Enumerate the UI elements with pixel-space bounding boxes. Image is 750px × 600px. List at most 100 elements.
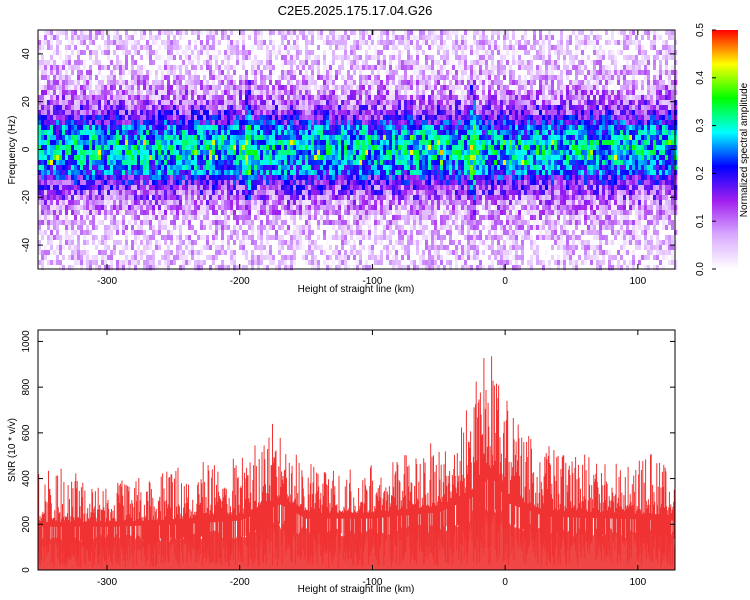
spectrogram-cell (485, 130, 489, 136)
spectrogram-cell (458, 50, 462, 56)
spectrogram-cell (410, 60, 414, 66)
spectrogram-cell (671, 130, 675, 136)
spectrogram-cell (665, 105, 669, 111)
spectrogram-cell (533, 95, 537, 101)
spectrogram-cell (407, 40, 411, 46)
spectrogram-cell (602, 105, 606, 111)
spectrogram-cell (509, 125, 513, 131)
spectrogram-cell (608, 45, 612, 51)
spectrogram-cell (674, 100, 678, 106)
spectrogram-cell (560, 140, 564, 146)
spectrogram-cell (287, 35, 291, 41)
spectrogram-cell (629, 40, 633, 46)
spectrogram-cell (533, 55, 537, 61)
spectrogram-cell (389, 85, 393, 91)
spectrogram-cell (407, 65, 411, 71)
spectrogram-cell (38, 110, 42, 116)
spectrogram-cell (236, 110, 240, 116)
spectrogram-cell (422, 30, 426, 36)
spectrogram-cell (617, 60, 621, 66)
spectrogram-cell (284, 90, 288, 96)
spectrogram-cell (461, 95, 465, 101)
spectrogram-cell (662, 50, 666, 56)
spectrogram-cell (500, 120, 504, 126)
spectrogram-cell (503, 70, 507, 76)
spectrogram-cell (626, 45, 630, 51)
spectrogram-cell (305, 115, 309, 121)
spectrogram-cell (431, 140, 435, 146)
spectrogram-cell (212, 125, 216, 131)
spectrogram-cell (584, 70, 588, 76)
spectrogram-cell (209, 115, 213, 121)
spectrogram-cell (398, 35, 402, 41)
spectrogram-cell (668, 55, 672, 61)
spectrogram-cell (113, 145, 117, 151)
spectrogram-cell (425, 45, 429, 51)
spectrogram-cell (221, 50, 225, 56)
spectrogram-cell (155, 70, 159, 76)
spectrogram-cell (329, 85, 333, 91)
spectrogram-cell (197, 80, 201, 86)
spectrogram-cell (608, 110, 612, 116)
spectrogram-cell (119, 135, 123, 141)
spectrogram-cell (50, 50, 54, 56)
spectrogram-cell (191, 45, 195, 51)
spectrogram-cell (395, 110, 399, 116)
spectrogram-cell (221, 105, 225, 111)
spectrogram-cell (413, 90, 417, 96)
spectrogram-cell (662, 100, 666, 106)
spectrogram-cell (395, 85, 399, 91)
spectrogram-cell (164, 95, 168, 101)
spectrogram-cell (185, 45, 189, 51)
spectrogram-cell (95, 140, 99, 146)
spectrogram-cell (482, 75, 486, 81)
spectrogram-cell (137, 95, 141, 101)
spectrogram-cell (320, 120, 324, 126)
spectrogram-cell (668, 75, 672, 81)
spectrogram-cell (656, 70, 660, 76)
spectrogram-cell (404, 100, 408, 106)
spectrogram-cell (323, 80, 327, 86)
spectrogram-cell (548, 35, 552, 41)
spectrogram-cell (233, 85, 237, 91)
spectrogram-cell (662, 30, 666, 36)
spectrogram-cell (230, 125, 234, 131)
spectrogram-cell (182, 100, 186, 106)
spectrogram-cell (356, 125, 360, 131)
spectrogram-cell (176, 120, 180, 126)
spectrogram-cell (65, 100, 69, 106)
spectrogram-cell (131, 145, 135, 151)
spectrogram-cell (314, 90, 318, 96)
spectrogram-cell (533, 90, 537, 96)
spectrogram-cell (50, 125, 54, 131)
spectrogram-cell (290, 145, 294, 151)
spectrogram-cell (458, 65, 462, 71)
spectrogram-cell (218, 100, 222, 106)
spectrogram-cell (659, 130, 663, 136)
spectrogram-cell (335, 140, 339, 146)
spectrogram-cell (104, 65, 108, 71)
spectrogram-cell (512, 115, 516, 121)
spectrogram-cell (266, 100, 270, 106)
spectrogram-cell (299, 90, 303, 96)
spectrogram-cell (77, 100, 81, 106)
spectrogram-cell (80, 105, 84, 111)
spectrogram-cell (497, 90, 501, 96)
spectrogram-cell (80, 70, 84, 76)
spectrogram-cell (545, 100, 549, 106)
spectrogram-cell (80, 50, 84, 56)
spectrogram-cell (485, 65, 489, 71)
spectrogram-cell (602, 40, 606, 46)
spectrogram-cell (176, 115, 180, 121)
spectrogram-cell (665, 135, 669, 141)
spectrogram-cell (419, 30, 423, 36)
spectrogram-cell (437, 125, 441, 131)
spectrogram-cell (620, 90, 624, 96)
spectrogram-cell (662, 65, 666, 71)
spectrogram-cell (560, 35, 564, 41)
spectrogram-cell (179, 30, 183, 36)
spectrogram-cell (365, 85, 369, 91)
spectrogram-cell (242, 70, 246, 76)
spectrogram-cell (467, 85, 471, 91)
spectrogram-cell (398, 135, 402, 141)
